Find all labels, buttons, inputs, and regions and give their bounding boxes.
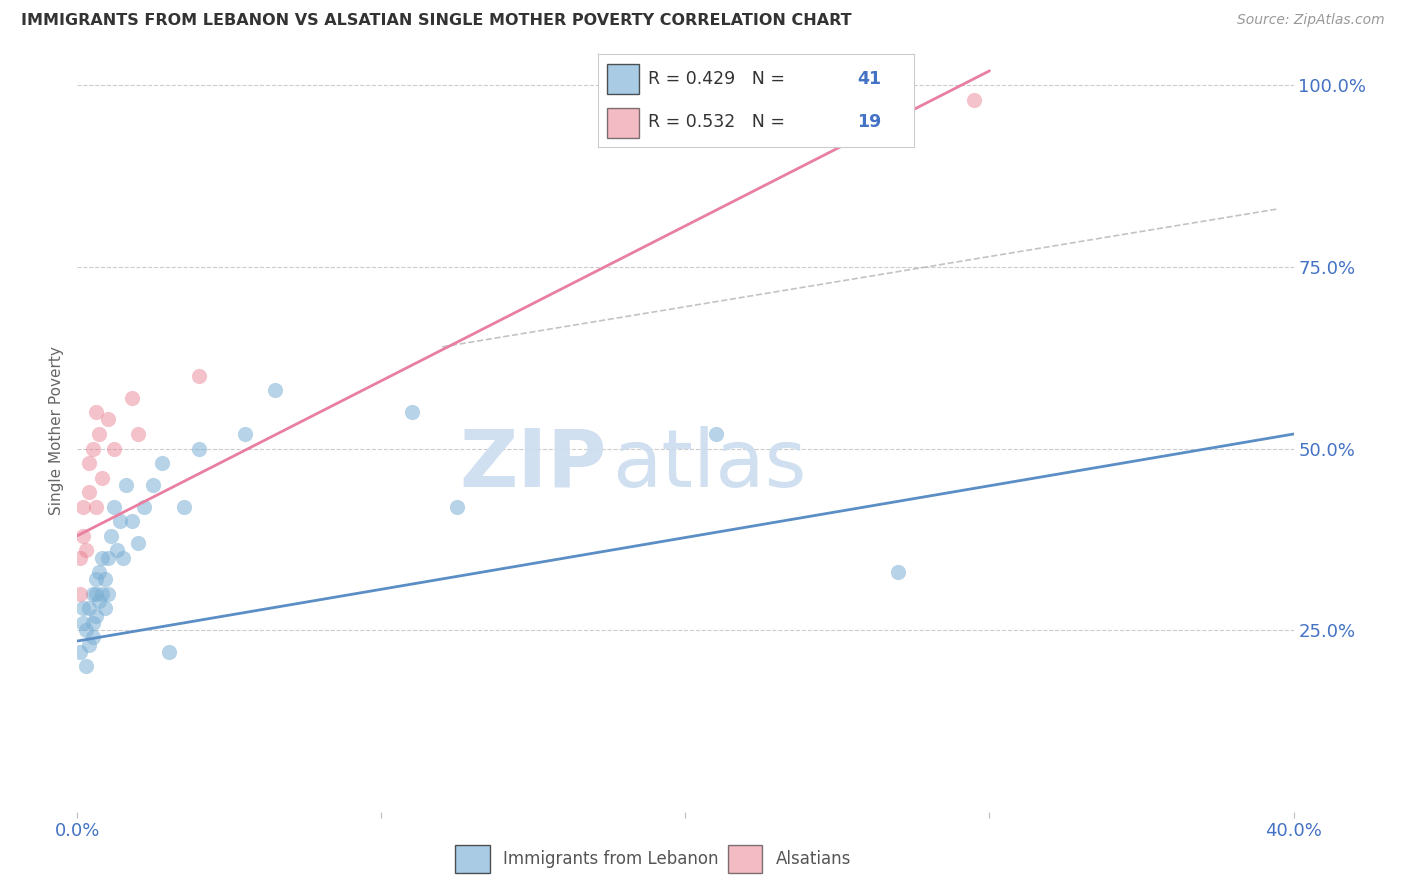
Point (84, 587, 107, 601)
Point (827, 86, 849, 100)
Point (887, 565, 910, 579)
Point (84, 608, 107, 623)
Point (963, 93, 986, 107)
Point (79, 601, 101, 615)
Text: R = 0.429   N =: R = 0.429 N = (648, 70, 790, 87)
Text: Alsatians: Alsatians (776, 849, 851, 868)
Point (79, 638, 101, 652)
Text: ZIP: ZIP (460, 425, 606, 504)
Point (93, 601, 115, 615)
Point (108, 514, 131, 528)
Point (103, 442, 125, 456)
Point (127, 427, 149, 442)
Text: IMMIGRANTS FROM LEBANON VS ALSATIAN SINGLE MOTHER POVERTY CORRELATION CHART: IMMIGRANTS FROM LEBANON VS ALSATIAN SING… (21, 13, 852, 29)
FancyBboxPatch shape (456, 845, 491, 872)
Point (188, 368, 211, 383)
Point (72, 615, 94, 630)
Point (79, 456, 101, 470)
Text: R = 0.532   N =: R = 0.532 N = (648, 113, 790, 131)
Point (90, 470, 112, 484)
Point (105, 543, 128, 558)
Point (152, 456, 174, 470)
Point (142, 478, 165, 492)
Point (82, 631, 104, 645)
Point (100, 529, 122, 543)
Point (72, 500, 94, 514)
Text: Source: ZipAtlas.com: Source: ZipAtlas.com (1237, 13, 1385, 28)
Point (84, 500, 107, 514)
Point (704, 427, 727, 442)
Point (75, 623, 97, 637)
Point (69, 587, 91, 601)
Point (233, 427, 256, 442)
Point (173, 500, 195, 514)
Point (87, 594, 110, 608)
FancyBboxPatch shape (728, 845, 762, 872)
Point (84, 405, 107, 419)
Point (79, 485, 101, 500)
Point (446, 500, 468, 514)
Point (72, 529, 94, 543)
Point (264, 384, 287, 398)
Point (82, 442, 104, 456)
Point (103, 500, 125, 514)
FancyBboxPatch shape (607, 64, 638, 94)
Point (87, 427, 110, 442)
Point (97, 412, 120, 426)
Point (157, 645, 180, 659)
Point (121, 514, 143, 528)
Point (82, 587, 104, 601)
Point (90, 550, 112, 565)
Point (69, 645, 91, 659)
Point (72, 601, 94, 615)
Point (401, 405, 423, 419)
Point (87, 565, 110, 579)
Point (115, 478, 138, 492)
Point (69, 550, 91, 565)
Point (97, 550, 120, 565)
Point (93, 572, 115, 586)
Y-axis label: Single Mother Poverty: Single Mother Poverty (49, 346, 65, 515)
Point (75, 543, 97, 558)
Point (188, 442, 211, 456)
Point (134, 500, 156, 514)
Point (75, 659, 97, 673)
Point (127, 536, 149, 550)
Text: 19: 19 (856, 113, 882, 131)
Point (97, 587, 120, 601)
Point (111, 550, 134, 565)
Text: Immigrants from Lebanon: Immigrants from Lebanon (503, 849, 718, 868)
Point (121, 391, 143, 405)
Text: atlas: atlas (613, 425, 807, 504)
Point (82, 615, 104, 630)
Point (84, 572, 107, 586)
Text: 41: 41 (856, 70, 882, 87)
FancyBboxPatch shape (607, 108, 638, 138)
Point (90, 587, 112, 601)
